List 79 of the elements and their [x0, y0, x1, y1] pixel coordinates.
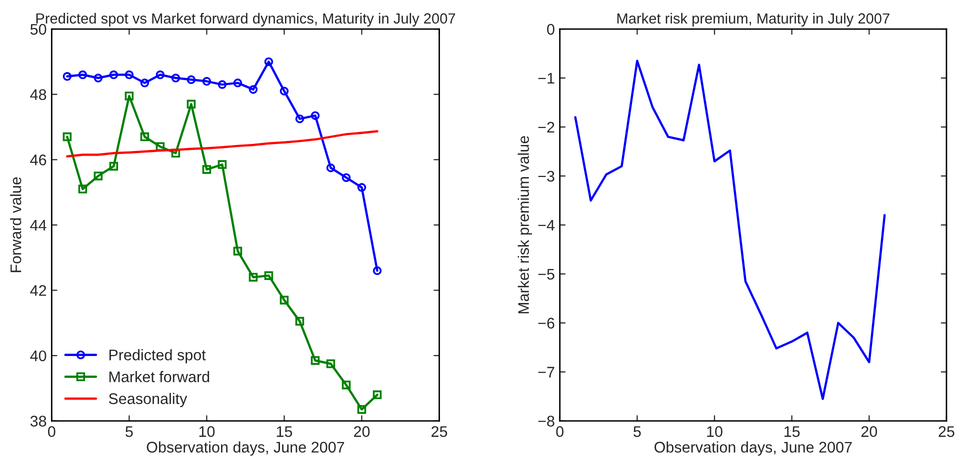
point	[78, 70, 88, 80]
y-tick-label: −7	[538, 366, 554, 378]
x-tick-label: 10	[199, 426, 215, 437]
y-tick-label: 0	[547, 24, 554, 35]
chart-title: Market risk premium, Maturity in July 2007	[617, 12, 890, 27]
x-axis-title: Observation days, June 2007	[654, 441, 852, 456]
point	[186, 100, 196, 109]
y-tick-label: −3	[538, 170, 554, 182]
point	[342, 173, 351, 182]
point	[310, 356, 320, 365]
y-tick-label: 42	[30, 285, 46, 296]
point	[233, 78, 242, 88]
point	[186, 75, 196, 84]
point	[94, 172, 103, 180]
y-tick-label: −4	[538, 220, 555, 231]
point	[295, 114, 304, 124]
point	[372, 390, 382, 400]
point	[156, 142, 165, 151]
point	[78, 184, 88, 194]
point	[218, 160, 227, 169]
point	[248, 272, 258, 282]
x-tick-label: 15	[276, 426, 292, 437]
point	[109, 70, 118, 80]
y-tick-label: 46	[30, 154, 46, 166]
y-tick-label: 40	[30, 350, 46, 362]
x-tick-label: 15	[784, 426, 800, 437]
point	[342, 380, 351, 390]
x-tick-label: 20	[354, 426, 370, 437]
point	[295, 316, 304, 326]
point	[264, 57, 274, 66]
point	[124, 92, 134, 100]
point	[326, 163, 336, 172]
y-tick-label: −1	[538, 73, 554, 84]
point	[171, 148, 180, 158]
legend-label: Market forward	[109, 371, 210, 382]
x-tick-label: 5	[126, 426, 133, 437]
y-tick-label: −6	[538, 318, 554, 329]
y-axis-title: Market risk premium value	[518, 136, 532, 314]
x-tick-label: 0	[556, 426, 564, 437]
y-tick-label: 48	[30, 89, 46, 100]
y-tick-label: 38	[30, 416, 46, 427]
point	[156, 70, 165, 80]
point	[202, 76, 212, 86]
point	[62, 72, 72, 81]
x-tick-label: 25	[432, 426, 448, 437]
legend-label: Predicted spot	[109, 349, 206, 364]
x-tick-label: 20	[861, 426, 878, 437]
point	[140, 78, 150, 88]
point	[264, 271, 274, 280]
point	[326, 359, 336, 368]
line-series	[574, 60, 886, 400]
point	[171, 74, 180, 82]
point	[218, 80, 227, 89]
point	[109, 162, 118, 171]
point	[310, 111, 320, 120]
point	[233, 246, 242, 256]
point	[140, 132, 150, 142]
x-tick-label: 25	[938, 426, 954, 437]
point	[280, 296, 289, 304]
point	[280, 86, 289, 96]
y-axis-title: Forward value	[10, 177, 22, 272]
x-tick-label: 5	[634, 426, 641, 437]
x-tick-label: 10	[707, 426, 722, 437]
y-tick-label: −5	[538, 268, 554, 280]
line-series	[66, 130, 378, 158]
point	[202, 165, 212, 174]
y-tick-label: −2	[538, 122, 554, 133]
point	[124, 70, 134, 80]
point	[357, 405, 366, 414]
x-tick-label: 0	[48, 426, 56, 437]
point	[94, 74, 103, 82]
point	[248, 85, 258, 94]
point	[372, 266, 382, 276]
y-tick-label: −8	[538, 416, 554, 427]
point	[357, 183, 366, 192]
point	[62, 132, 72, 142]
y-tick-label: 44	[30, 220, 46, 231]
legend-label: Seasonality	[108, 392, 188, 408]
x-axis-title: Observation days, June 2007	[146, 441, 344, 456]
